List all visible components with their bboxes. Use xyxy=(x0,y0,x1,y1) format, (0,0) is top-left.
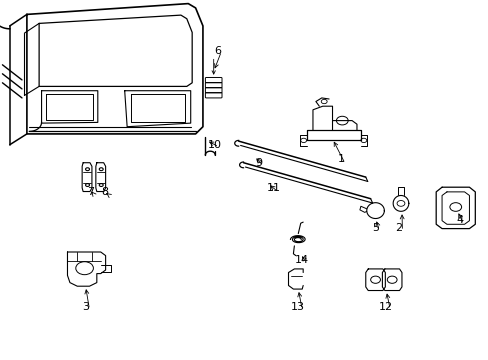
Text: 2: 2 xyxy=(394,222,401,233)
Text: 14: 14 xyxy=(295,255,308,265)
Text: 11: 11 xyxy=(266,183,280,193)
Text: 13: 13 xyxy=(291,302,305,312)
Text: 6: 6 xyxy=(214,46,221,56)
Text: 7: 7 xyxy=(87,186,94,197)
Text: 5: 5 xyxy=(371,222,378,233)
Text: 9: 9 xyxy=(255,158,262,168)
Text: 8: 8 xyxy=(102,186,108,197)
Text: 12: 12 xyxy=(379,302,392,312)
Text: 3: 3 xyxy=(82,302,89,312)
Text: 1: 1 xyxy=(337,154,344,164)
Text: 4: 4 xyxy=(455,215,462,225)
Text: 10: 10 xyxy=(208,140,222,150)
